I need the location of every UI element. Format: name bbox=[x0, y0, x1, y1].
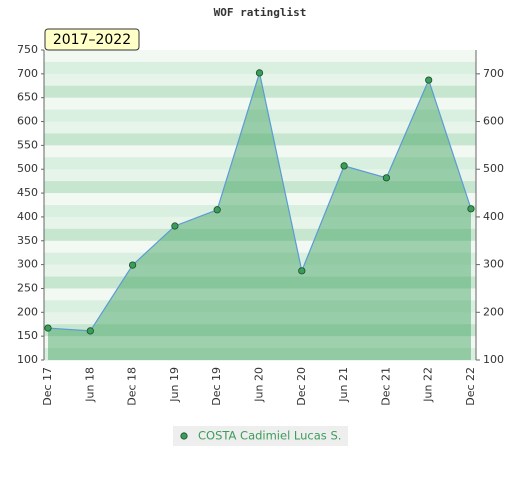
point bbox=[255, 69, 264, 77]
stripe bbox=[44, 240, 476, 254]
point bbox=[86, 327, 94, 335]
stripe bbox=[44, 85, 476, 99]
y-tick-label: 350 bbox=[17, 234, 38, 247]
stripe bbox=[44, 121, 476, 134]
x-tick-label: Jun 20 bbox=[253, 367, 266, 403]
area bbox=[48, 72, 471, 361]
point bbox=[340, 162, 348, 170]
point bbox=[382, 174, 390, 182]
y-tick-label: 650 bbox=[17, 91, 38, 104]
y-tick-label: 150 bbox=[17, 329, 38, 342]
y-tick-label: 500 bbox=[17, 162, 38, 175]
y-tick-label: 400 bbox=[17, 210, 38, 223]
point bbox=[44, 324, 52, 332]
stripe bbox=[44, 216, 476, 230]
point bbox=[171, 222, 179, 230]
y2-tick-label: 300 bbox=[483, 258, 504, 271]
stripe bbox=[44, 264, 476, 278]
stripe bbox=[44, 348, 476, 361]
x-tick-label: Jun 18 bbox=[83, 367, 96, 403]
y2-tick-label: 600 bbox=[483, 115, 504, 128]
stripe bbox=[44, 133, 476, 146]
stripe bbox=[44, 276, 476, 289]
plot-background bbox=[44, 50, 476, 361]
x-tick-label: Jun 21 bbox=[337, 367, 350, 403]
stripe bbox=[44, 73, 476, 87]
y2-tick-label: 500 bbox=[483, 162, 504, 175]
legend bbox=[173, 426, 348, 446]
point bbox=[425, 76, 433, 84]
y-tick-label: 100 bbox=[17, 353, 38, 366]
annotation-box bbox=[44, 28, 140, 51]
x-tick-label: Dec 19 bbox=[210, 367, 223, 406]
point bbox=[298, 267, 306, 275]
stripe bbox=[44, 145, 476, 158]
stripe bbox=[44, 205, 476, 218]
y-tick-label: 750 bbox=[17, 43, 38, 56]
y-tick-label: 200 bbox=[17, 305, 38, 318]
x-tick-label: Dec 21 bbox=[379, 367, 392, 406]
y2-tick-label: 400 bbox=[483, 210, 504, 223]
stripe bbox=[44, 109, 476, 123]
y2-tick-label: 100 bbox=[483, 353, 504, 366]
x-tick-label: Dec 18 bbox=[126, 367, 139, 406]
y-tick-label: 600 bbox=[17, 115, 38, 128]
x-tick-label: Dec 17 bbox=[41, 367, 54, 406]
stripe bbox=[44, 181, 476, 194]
y2-tick-label: 700 bbox=[483, 67, 504, 80]
stripe bbox=[44, 252, 476, 266]
y-tick-label: 250 bbox=[17, 281, 38, 294]
stripe bbox=[44, 312, 476, 325]
x-tick-label: Jun 19 bbox=[168, 367, 181, 403]
stripe bbox=[44, 193, 476, 206]
y-tick-label: 550 bbox=[17, 138, 38, 151]
x-tick-label: Dec 20 bbox=[295, 367, 308, 406]
point bbox=[213, 206, 221, 214]
stripe bbox=[44, 97, 476, 111]
y-tick-label: 700 bbox=[17, 67, 38, 80]
stripe bbox=[44, 336, 476, 349]
stripe bbox=[44, 288, 476, 301]
x-tick-label: Dec 22 bbox=[464, 367, 477, 406]
stripe bbox=[44, 157, 476, 170]
stripe bbox=[44, 50, 476, 63]
plot bbox=[44, 69, 475, 361]
y-tick-label: 300 bbox=[17, 258, 38, 271]
point bbox=[129, 261, 137, 269]
stripe bbox=[44, 61, 476, 75]
stripe bbox=[44, 228, 476, 242]
chart-title: WOF ratinglist bbox=[214, 6, 307, 19]
legend-marker bbox=[180, 432, 188, 440]
y2-tick-label: 200 bbox=[483, 305, 504, 318]
stripe bbox=[44, 324, 476, 337]
annotation: 2017–2022 bbox=[53, 32, 131, 48]
stripe bbox=[44, 300, 476, 313]
legend-label: COSTA Cadimiel Lucas S. bbox=[198, 429, 341, 443]
y-tick-label: 450 bbox=[17, 186, 38, 199]
x-tick-label: Jun 22 bbox=[422, 367, 435, 403]
point bbox=[467, 205, 475, 213]
